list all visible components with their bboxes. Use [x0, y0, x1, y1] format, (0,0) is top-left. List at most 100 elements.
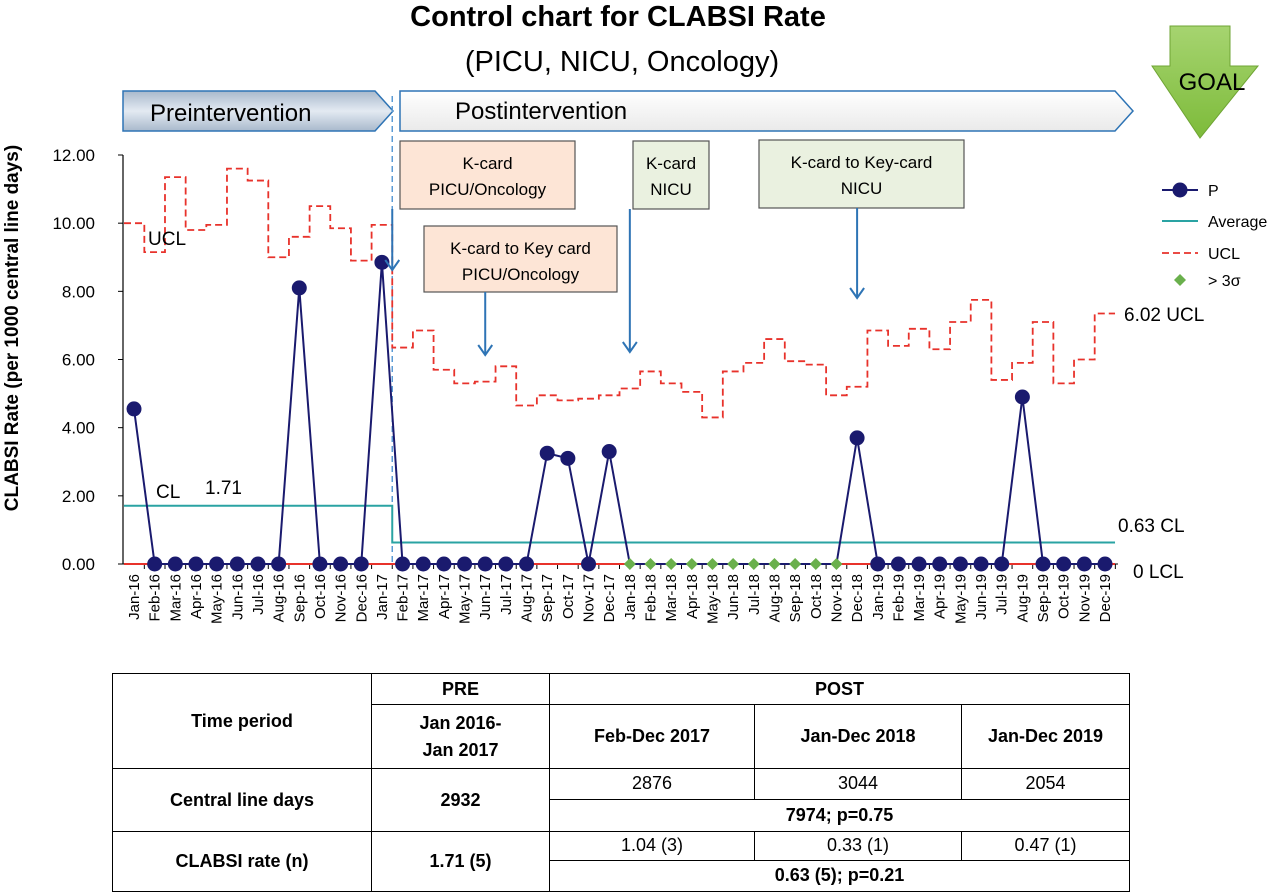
- post-days-total: 7974; p=0.75: [548, 798, 1131, 832]
- chart-title: Control chart for CLABSI Rate: [410, 1, 826, 33]
- legend-label: UCL: [1208, 246, 1240, 263]
- x-tick-label: Aug-17: [519, 574, 536, 622]
- p-point: [911, 556, 927, 572]
- legend: P Average UCL > 3σ: [1162, 182, 1267, 290]
- x-tick-label: Mar-19: [911, 574, 928, 622]
- x-tick-label: Feb-19: [890, 574, 907, 622]
- x-tick-label: Jul-16: [250, 574, 267, 615]
- y-axis-label: CLABSI Rate (per 1000 central line days): [2, 145, 23, 511]
- x-tick-label: Dec-19: [1097, 574, 1114, 622]
- postintervention-label: Postintervention: [455, 98, 627, 125]
- x-axis: Jan-16 Feb-16 Mar-16 Apr-16 May-16 Jun-16 Jul-…: [123, 563, 1118, 624]
- p-point: [601, 444, 617, 460]
- p-point: [1035, 556, 1051, 572]
- p-point: [167, 556, 183, 572]
- x-tick-label: Apr-19: [932, 574, 949, 619]
- annotation-box: K-card to Key card PICU/Oncology: [423, 225, 618, 357]
- annotation-text: NICU: [650, 180, 692, 199]
- x-tick-label: Oct-16: [312, 574, 329, 619]
- post-period-2019: Jan-Dec 2019: [960, 704, 1131, 770]
- x-tick-label: May-17: [457, 574, 474, 624]
- p-point: [581, 556, 597, 572]
- p-point: [519, 556, 535, 572]
- central-line-days-label: Central line days: [112, 768, 372, 832]
- p-point: [415, 556, 431, 572]
- cl-right-label: 0.63 CL: [1118, 516, 1185, 537]
- sigma-point: [768, 558, 781, 570]
- table-rate-total-row: 0.63 (5); p=0.21: [113, 859, 1131, 893]
- legend-label: P: [1208, 183, 1219, 200]
- x-tick-label: Oct-18: [808, 574, 825, 619]
- table-days-row: Central line days 2932 2876 3044 2054: [112, 768, 1131, 832]
- x-tick-label: Nov-16: [333, 574, 350, 622]
- p-point: [870, 556, 886, 572]
- p-point: [250, 556, 266, 572]
- x-tick-label: Jul-19: [994, 574, 1011, 615]
- annotation-text: NICU: [841, 179, 883, 198]
- p-point: [539, 445, 555, 461]
- annotation-box: K-card to Key-card NICU: [758, 139, 965, 300]
- p-point: [994, 556, 1010, 572]
- clabsi-rate-label: CLABSI rate (n): [112, 830, 372, 893]
- x-tick-label: Dec-17: [601, 574, 618, 622]
- legend-label: > 3σ: [1208, 273, 1241, 290]
- x-tick-label: Apr-16: [188, 574, 205, 619]
- annotation-arrow-head: [849, 287, 865, 300]
- x-tick-label: Oct-19: [1056, 574, 1073, 619]
- goal-arrow-icon: GOAL: [1151, 25, 1260, 139]
- x-tick-label: Dec-18: [849, 574, 866, 622]
- y-tick-label: 4.00: [62, 419, 95, 438]
- postintervention-banner: Postintervention: [399, 90, 1135, 132]
- x-tick-label: Aug-19: [1014, 574, 1031, 622]
- p-point: [353, 556, 369, 572]
- legend-p-marker: [1172, 182, 1188, 198]
- ucl-right-label: 6.02 UCL: [1124, 305, 1204, 326]
- x-tick-label: Sep-16: [291, 574, 308, 622]
- legend-sigma-marker: [1174, 274, 1186, 286]
- p-point: [312, 556, 328, 572]
- x-tick-label: Nov-18: [828, 574, 845, 622]
- p-point: [209, 556, 225, 572]
- x-tick-label: Jan-17: [374, 574, 391, 620]
- sigma-point: [665, 558, 678, 570]
- pre-period-cell: Jan 2016- Jan 2017: [371, 704, 550, 770]
- x-tick-label: Jul-17: [498, 574, 515, 615]
- table-rate-row: CLABSI rate (n) 1.71 (5) 1.04 (3) 0.33 (…: [112, 830, 1131, 893]
- p-point: [436, 556, 452, 572]
- p-point: [849, 430, 865, 446]
- post-rate-2019: 0.47 (1): [960, 830, 1131, 861]
- p-point: [395, 556, 411, 572]
- x-tick-label: Jan-19: [870, 574, 887, 620]
- x-tick-label: Apr-18: [684, 574, 701, 619]
- x-tick-label: Aug-16: [271, 574, 288, 622]
- annotation-text: K-card to Key-card: [791, 153, 933, 172]
- y-tick-label: 12.00: [52, 146, 95, 165]
- x-tick-label: Jun-18: [725, 574, 742, 620]
- x-tick-label: Dec-16: [353, 574, 370, 622]
- post-rate-total: 0.63 (5); p=0.21: [548, 859, 1131, 893]
- sigma-point: [830, 558, 843, 570]
- p-point: [374, 254, 390, 270]
- annotation-arrow-head: [622, 341, 638, 354]
- post-column-header: POST: [548, 672, 1131, 706]
- y-tick-label: 0.00: [62, 555, 95, 574]
- post-days-2017: 2876: [549, 768, 755, 800]
- ucl-left-label: UCL: [148, 229, 186, 250]
- sigma-point: [789, 558, 802, 570]
- table-period-row: Jan 2016- Jan 2017 Feb-Dec 2017 Jan-Dec …: [113, 704, 1131, 770]
- post-period-2017: Feb-Dec 2017: [549, 704, 755, 770]
- cl-left-label: CL: [156, 482, 180, 503]
- p-point: [188, 556, 204, 572]
- sigma-point: [685, 558, 698, 570]
- x-tick-label: Sep-18: [787, 574, 804, 622]
- preintervention-label: Preintervention: [150, 100, 311, 127]
- annotation-arrow-head: [384, 259, 401, 272]
- x-tick-label: May-19: [952, 574, 969, 624]
- x-tick-label: Feb-17: [395, 574, 412, 622]
- x-tick-label: Mar-17: [415, 574, 432, 622]
- pre-rate-cell: 1.71 (5): [371, 830, 550, 893]
- cl-value-label: 1.71: [205, 478, 242, 499]
- annotation-layer: K-card PICU/Oncology K-card to Key card PIC…: [384, 139, 965, 357]
- x-tick-label: Nov-19: [1076, 574, 1093, 622]
- chart-subtitle: (PICU, NICU, Oncology): [465, 46, 779, 78]
